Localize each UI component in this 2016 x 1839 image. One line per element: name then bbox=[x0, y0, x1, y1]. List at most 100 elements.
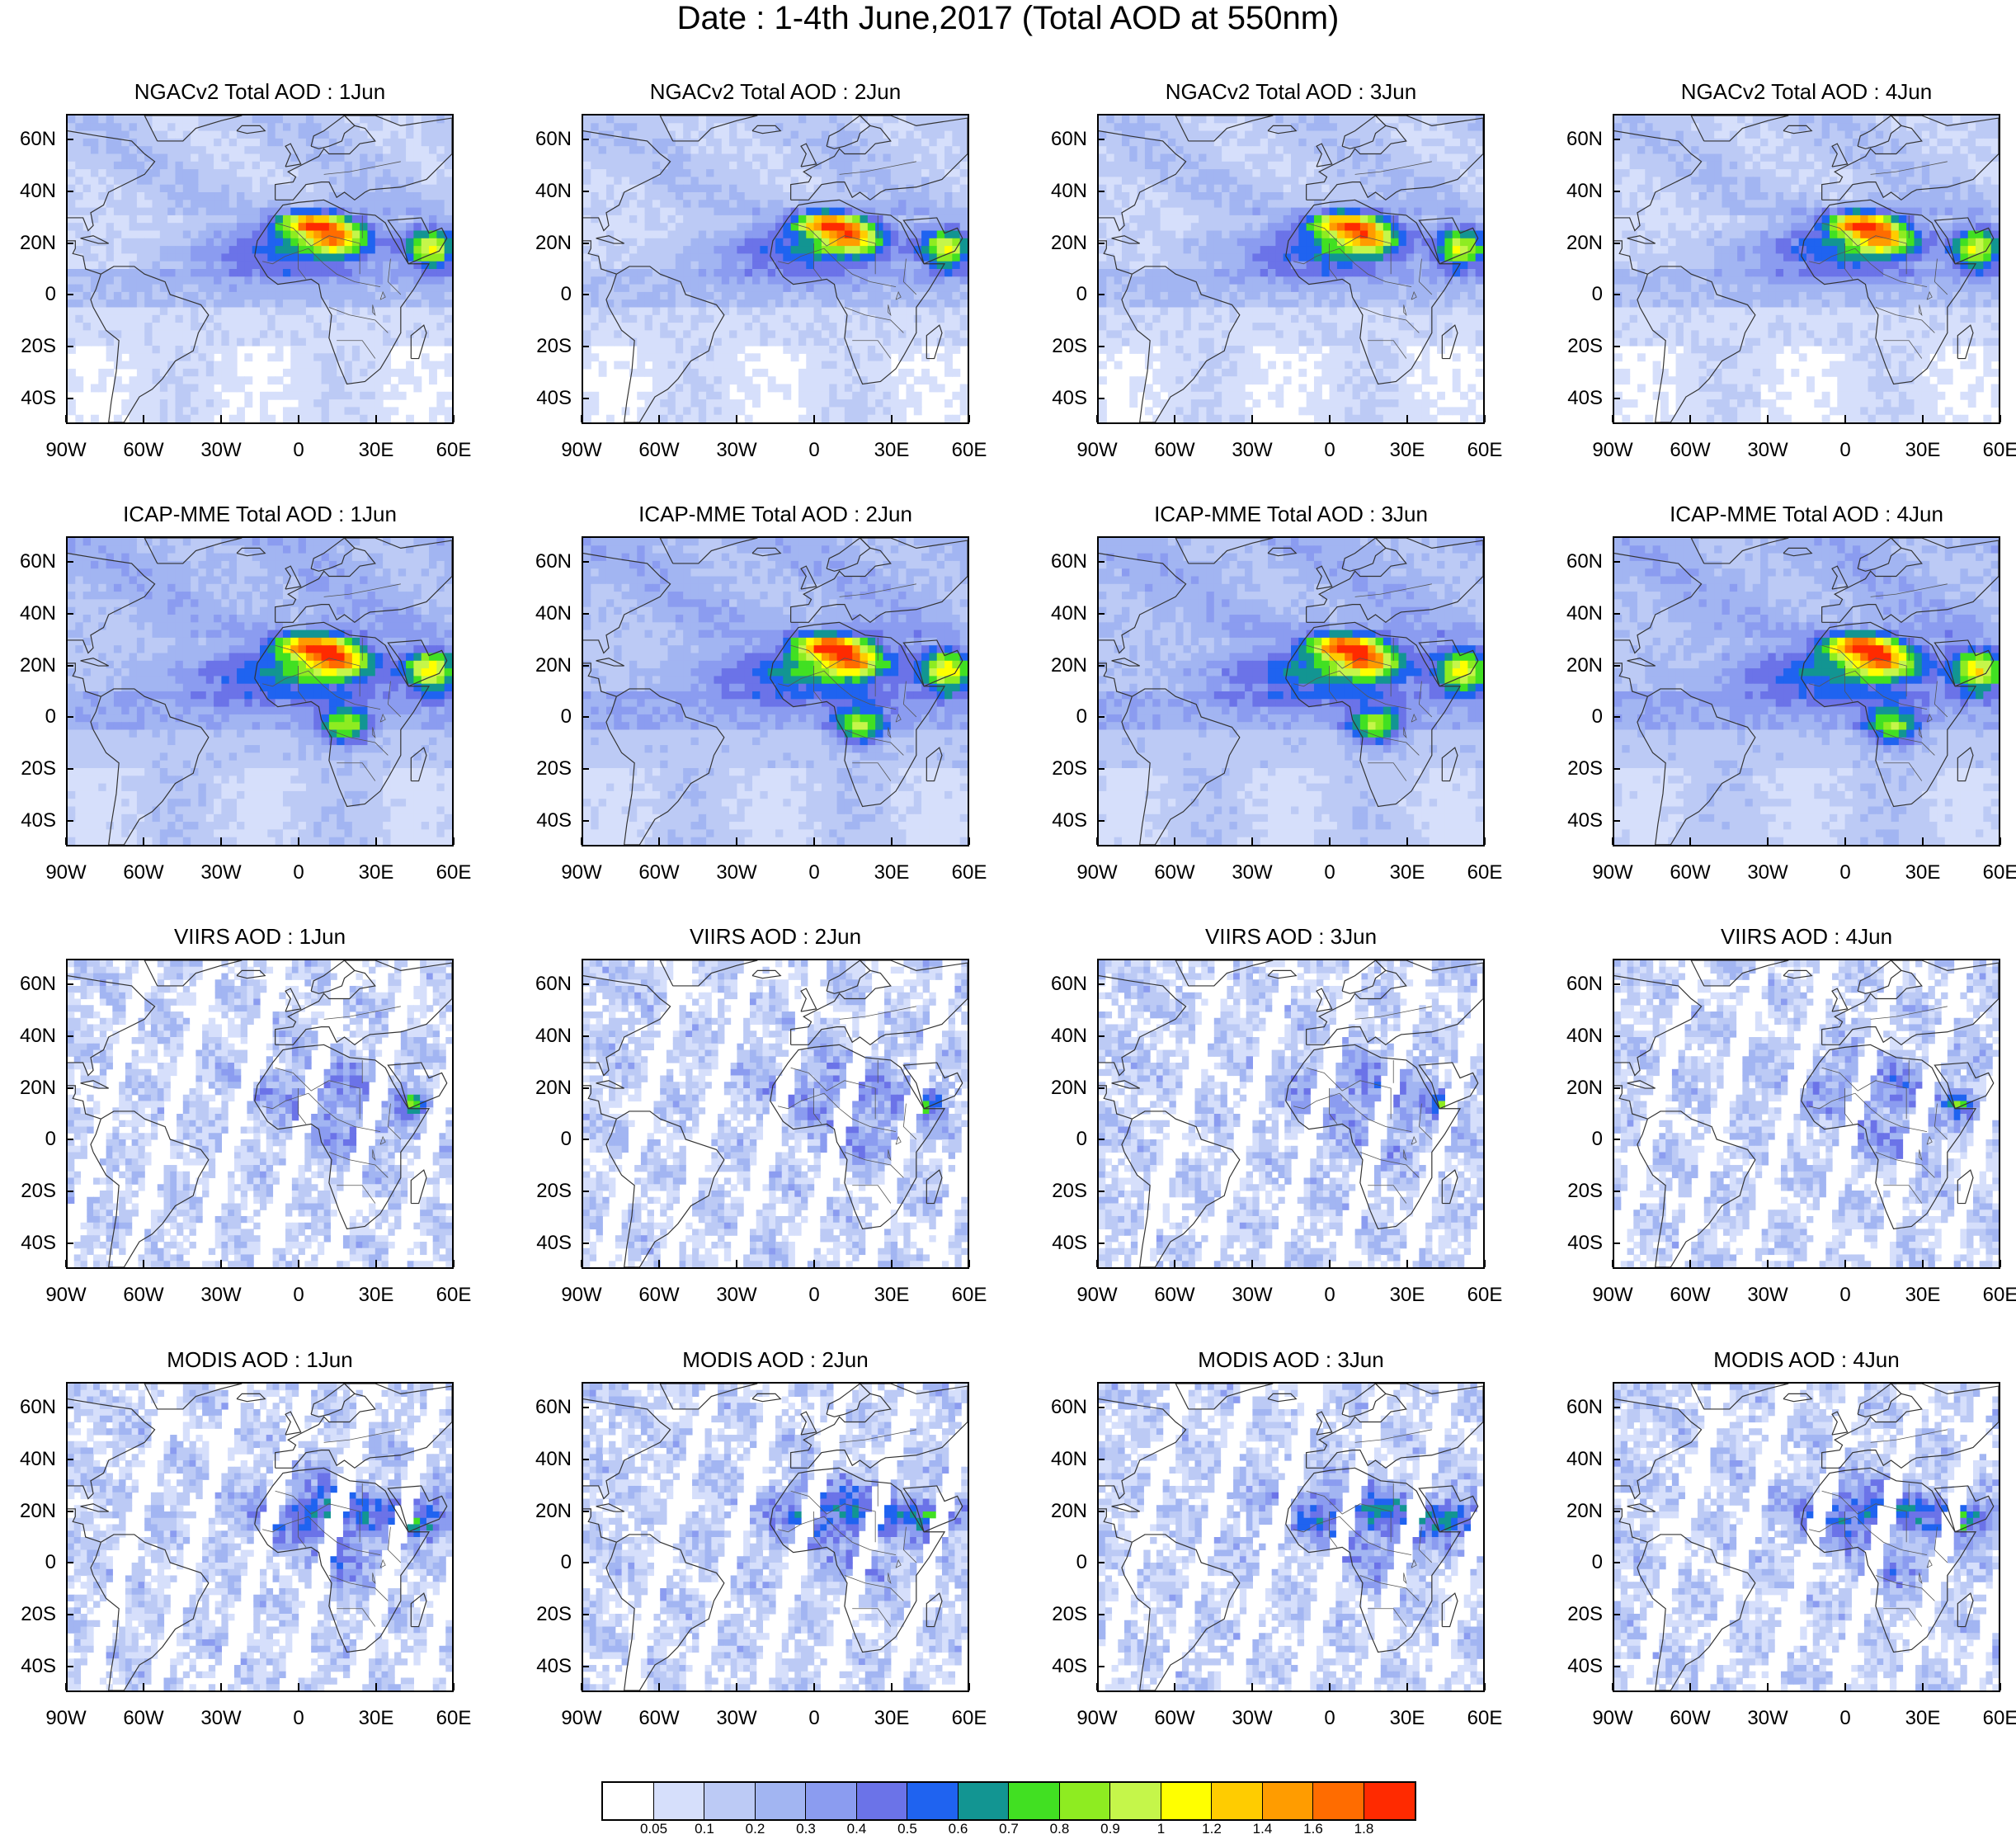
aod-cell bbox=[1199, 184, 1208, 193]
aod-cell bbox=[360, 307, 369, 316]
aod-cell bbox=[936, 238, 945, 247]
aod-cell bbox=[1475, 207, 1483, 216]
aod-cell bbox=[1382, 291, 1392, 300]
aod-cell bbox=[1129, 223, 1138, 232]
aod-cell bbox=[121, 361, 130, 370]
aod-cell bbox=[1467, 223, 1477, 232]
aod-cell bbox=[390, 215, 399, 224]
aod-cell bbox=[806, 130, 815, 139]
aod-cell bbox=[629, 368, 638, 377]
aod-cell bbox=[328, 153, 337, 163]
aod-cell bbox=[790, 261, 799, 270]
aod-cell bbox=[683, 384, 692, 393]
aod-cell bbox=[714, 177, 723, 186]
aod-cell bbox=[1268, 207, 1276, 216]
aod-cell bbox=[737, 169, 746, 177]
aod-cell bbox=[698, 153, 707, 163]
aod-cell bbox=[929, 161, 938, 170]
aod-cell bbox=[1167, 291, 1176, 300]
aod-cell bbox=[152, 153, 161, 163]
aod-cell bbox=[621, 138, 630, 147]
aod-cell bbox=[898, 169, 907, 177]
aod-cell bbox=[305, 368, 314, 377]
aod-cell bbox=[1222, 169, 1231, 177]
aod-cell bbox=[1444, 215, 1453, 224]
aod-cell bbox=[913, 291, 922, 300]
aod-cell bbox=[144, 161, 153, 170]
aod-cell bbox=[644, 200, 653, 209]
aod-cell bbox=[714, 291, 723, 300]
aod-cell bbox=[136, 153, 145, 163]
aod-cell bbox=[290, 153, 299, 163]
aod-cell bbox=[1352, 130, 1361, 139]
aod-cell bbox=[398, 146, 407, 155]
aod-cell bbox=[198, 123, 207, 132]
aod-cell bbox=[228, 215, 238, 224]
aod-cell bbox=[260, 407, 268, 416]
aod-cell bbox=[1268, 146, 1276, 155]
aod-cell bbox=[344, 291, 353, 300]
aod-cell bbox=[1475, 215, 1483, 224]
aod-cell bbox=[1345, 291, 1354, 300]
aod-cell bbox=[182, 376, 191, 385]
aod-cell bbox=[1106, 284, 1115, 293]
aod-cell bbox=[344, 323, 353, 331]
aod-cell bbox=[121, 130, 130, 139]
aod-cell bbox=[883, 346, 892, 354]
aod-cell bbox=[1137, 223, 1146, 232]
aod-cell bbox=[390, 384, 399, 393]
aod-cell bbox=[313, 353, 323, 362]
aod-cell bbox=[752, 307, 761, 316]
aod-cell bbox=[436, 261, 445, 270]
aod-cell bbox=[1336, 284, 1345, 293]
aod-cell bbox=[714, 200, 723, 209]
aod-cell bbox=[598, 184, 607, 193]
aod-cell bbox=[167, 192, 177, 200]
aod-cell bbox=[1199, 192, 1208, 200]
aod-cell bbox=[106, 130, 115, 139]
aod-cell bbox=[1291, 207, 1299, 216]
aod-cell bbox=[214, 177, 222, 186]
aod-cell bbox=[275, 276, 284, 285]
aod-cell bbox=[898, 153, 907, 163]
aod-cell bbox=[844, 391, 853, 400]
aod-cell bbox=[406, 323, 414, 331]
aod-cell bbox=[360, 116, 369, 124]
aod-cell bbox=[883, 253, 892, 262]
aod-cell bbox=[1206, 130, 1215, 139]
aod-cell bbox=[1236, 153, 1246, 163]
aod-cell bbox=[1398, 261, 1407, 270]
aod-cell bbox=[1236, 223, 1246, 232]
aod-cell bbox=[1368, 223, 1377, 232]
aod-cell bbox=[444, 146, 452, 155]
aod-cell bbox=[591, 399, 600, 408]
aod-cell bbox=[813, 161, 822, 170]
aod-cell bbox=[1406, 153, 1415, 163]
aod-cell bbox=[875, 346, 884, 354]
aod-cell bbox=[721, 353, 730, 362]
aod-cell bbox=[244, 330, 253, 339]
aod-cell bbox=[1359, 223, 1368, 232]
aod-cell bbox=[683, 177, 692, 186]
aod-cell bbox=[683, 130, 692, 139]
aod-cell bbox=[683, 291, 692, 300]
aod-cell bbox=[360, 269, 369, 277]
aod-cell bbox=[890, 276, 899, 285]
aod-cell bbox=[798, 177, 807, 186]
aod-cell bbox=[1398, 215, 1407, 224]
aod-cell bbox=[344, 123, 353, 132]
aod-cell bbox=[68, 146, 76, 155]
longitude-tick bbox=[736, 415, 737, 422]
aod-cell bbox=[1236, 138, 1246, 147]
aod-cell bbox=[683, 307, 692, 316]
aod-cell bbox=[1206, 299, 1215, 309]
aod-cell bbox=[1268, 116, 1276, 124]
aod-cell bbox=[1475, 253, 1483, 262]
aod-cell bbox=[690, 407, 699, 416]
aod-cell bbox=[367, 184, 376, 193]
aod-cell bbox=[775, 253, 784, 262]
aod-cell bbox=[737, 291, 746, 300]
aod-cell bbox=[360, 384, 369, 393]
aod-cell bbox=[690, 184, 699, 193]
aod-cell bbox=[1206, 161, 1215, 170]
